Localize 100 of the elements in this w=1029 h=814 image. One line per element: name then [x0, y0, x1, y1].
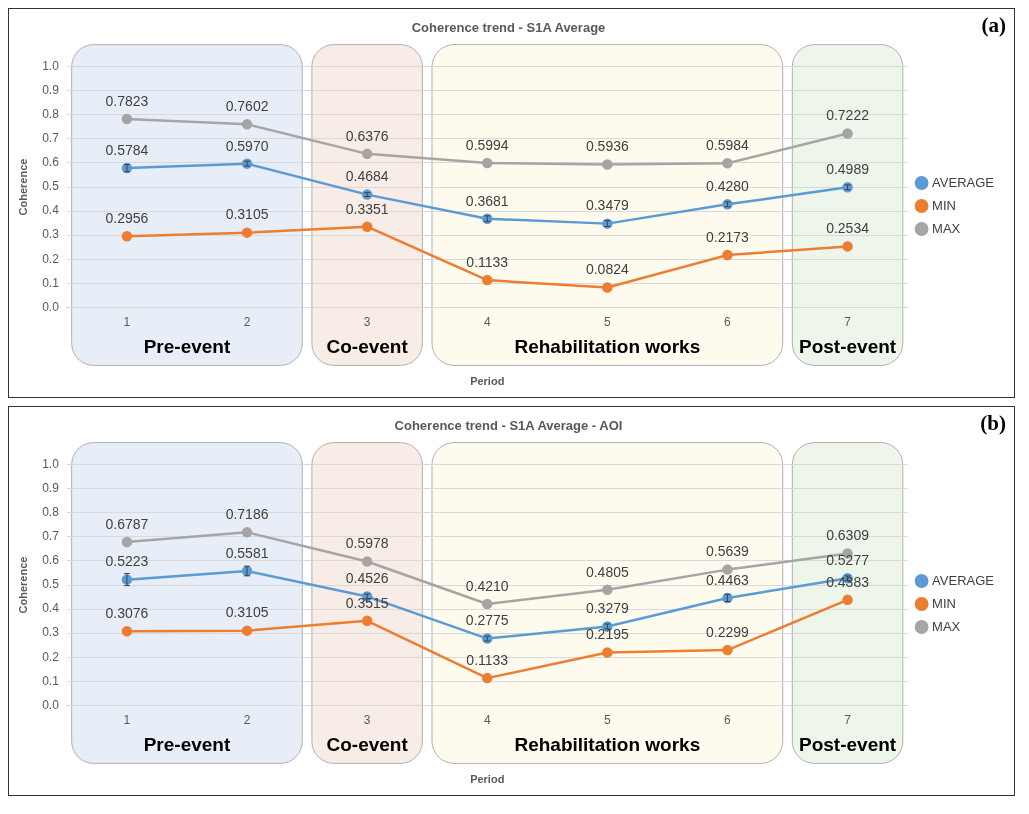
data-label: 0.3479 — [585, 197, 629, 214]
point — [121, 230, 133, 242]
data-label: 0.5994 — [465, 136, 509, 153]
data-label: 0.5581 — [225, 544, 269, 561]
legend-label: MIN — [932, 595, 956, 611]
y-tick-label: 0.2 — [42, 649, 60, 664]
data-label: 0.7222 — [826, 107, 870, 124]
point — [602, 647, 613, 658]
point — [241, 119, 253, 130]
point — [842, 128, 853, 139]
data-label: 0.5984 — [706, 137, 750, 154]
x-tick-label: 7 — [844, 712, 852, 727]
data-label: 0.3105 — [225, 604, 269, 621]
x-tick-label: 7 — [844, 314, 852, 329]
y-tick-label: 0.1 — [42, 275, 60, 290]
data-label: 0.4805 — [585, 563, 629, 580]
x-tick-label: 5 — [604, 712, 612, 727]
point — [361, 221, 373, 232]
y-tick-label: 0.7 — [42, 131, 60, 146]
y-tick-label: 0.7 — [42, 529, 60, 544]
data-label: 0.3681 — [465, 192, 509, 209]
y-tick-label: 0.2 — [42, 251, 60, 266]
data-label: 0.4280 — [706, 178, 750, 195]
data-label: 0.7602 — [225, 98, 269, 115]
y-axis-title: Coherence — [16, 158, 29, 216]
y-tick-label: 1.0 — [42, 456, 60, 471]
x-tick-label: 2 — [243, 712, 251, 727]
data-label: 0.4684 — [345, 168, 389, 185]
x-tick-label: 5 — [604, 314, 612, 329]
point — [602, 159, 613, 170]
point — [482, 157, 493, 169]
data-label: 0.4210 — [465, 577, 509, 594]
y-tick-label: 0.3 — [42, 227, 60, 242]
data-label: 0.3351 — [345, 200, 389, 217]
legend-label: MIN — [932, 197, 956, 213]
y-tick-label: 0.1 — [42, 673, 60, 688]
band-label: Post-event — [798, 733, 897, 755]
y-tick-label: 0.0 — [42, 299, 60, 314]
point — [722, 158, 733, 169]
x-tick-label: 1 — [123, 314, 131, 329]
point — [842, 594, 853, 606]
x-tick-label: 1 — [123, 712, 131, 727]
data-label: 0.5784 — [105, 141, 149, 158]
point — [121, 626, 133, 637]
data-label: 0.6309 — [826, 527, 870, 544]
point — [482, 672, 493, 684]
legend-label: MAX — [932, 618, 961, 634]
x-axis-title: Period — [470, 375, 505, 388]
x-axis-title: Period — [470, 773, 505, 786]
x-tick-label: 3 — [363, 314, 371, 329]
data-label: 0.3105 — [225, 206, 269, 223]
band-label: Rehabilitation works — [514, 733, 701, 755]
legend-label: AVERAGE — [932, 572, 995, 588]
x-tick-label: 6 — [724, 314, 732, 329]
data-label: 0.3279 — [585, 600, 629, 617]
point — [241, 227, 253, 238]
y-tick-label: 1.0 — [42, 58, 60, 73]
y-tick-label: 0.4 — [42, 203, 60, 218]
y-tick-label: 0.8 — [42, 505, 60, 520]
y-tick-label: 0.6 — [42, 553, 60, 568]
point — [722, 564, 733, 575]
band-label: Pre-event — [143, 733, 231, 755]
data-label: 0.2775 — [465, 612, 509, 629]
chart-title: Coherence trend - S1A Average — [411, 20, 606, 36]
point — [722, 644, 733, 656]
point — [121, 113, 133, 125]
band-label: Post-event — [798, 335, 897, 357]
x-tick-label: 4 — [483, 712, 491, 727]
legend-label: MAX — [932, 220, 961, 236]
point — [361, 148, 373, 160]
data-label: 0.4989 — [826, 161, 870, 178]
data-label: 0.5639 — [706, 543, 750, 560]
text: (a) — [981, 13, 1006, 38]
point — [482, 274, 493, 286]
data-label: 0.3515 — [345, 594, 389, 611]
data-label: 0.6787 — [105, 515, 149, 532]
point — [361, 615, 373, 627]
data-label: 0.2299 — [706, 623, 750, 640]
point — [241, 625, 253, 636]
band-label: Pre-event — [143, 335, 231, 357]
point — [361, 556, 373, 567]
data-label: 0.4463 — [706, 571, 750, 588]
y-axis-title: Coherence — [16, 556, 29, 614]
data-label: 0.5936 — [585, 138, 629, 155]
y-tick-label: 0.6 — [42, 155, 60, 170]
point — [121, 536, 133, 548]
data-label: 0.0824 — [585, 261, 629, 278]
legend-label: AVERAGE — [932, 174, 995, 190]
y-tick-label: 0.5 — [42, 577, 60, 592]
band-label: Co-event — [326, 733, 409, 755]
data-label: 0.1133 — [466, 253, 509, 270]
data-label: 0.5978 — [345, 535, 389, 552]
data-label: 0.2195 — [585, 626, 629, 643]
y-tick-label: 0.8 — [42, 107, 60, 122]
y-tick-label: 0.0 — [42, 697, 60, 712]
x-tick-label: 6 — [724, 712, 732, 727]
data-label: 0.5223 — [105, 553, 149, 570]
x-tick-label: 4 — [483, 314, 491, 329]
band-label: Rehabilitation works — [514, 335, 701, 357]
point — [722, 249, 733, 261]
